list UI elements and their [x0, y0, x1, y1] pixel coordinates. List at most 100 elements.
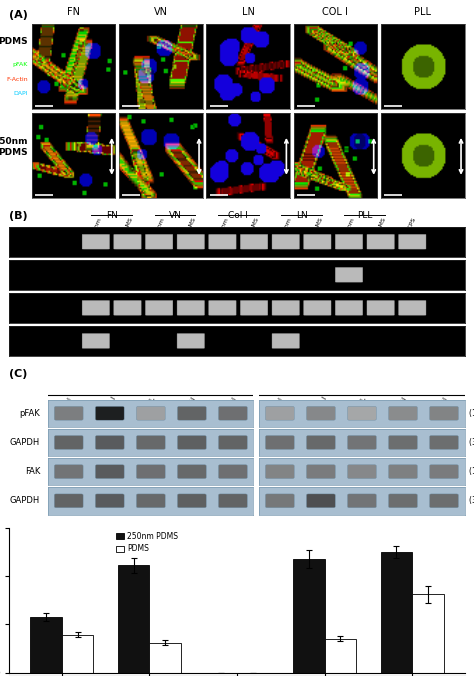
Text: LN: LN: [439, 395, 449, 406]
FancyBboxPatch shape: [307, 406, 335, 420]
Text: PDMS: PDMS: [311, 216, 323, 235]
FancyBboxPatch shape: [146, 235, 173, 249]
FancyBboxPatch shape: [347, 435, 376, 450]
FancyBboxPatch shape: [137, 435, 165, 450]
Text: MAP2: MAP2: [54, 270, 75, 279]
FancyBboxPatch shape: [146, 301, 173, 315]
FancyBboxPatch shape: [265, 465, 294, 479]
Text: FN: FN: [106, 211, 118, 220]
Text: PLL: PLL: [356, 395, 367, 409]
Text: VN: VN: [169, 211, 182, 220]
Bar: [62, 635, 93, 673]
Text: F-Actin: F-Actin: [6, 77, 28, 82]
FancyBboxPatch shape: [177, 435, 206, 450]
Text: 2 Days: 2 Days: [9, 261, 36, 270]
FancyBboxPatch shape: [114, 301, 141, 315]
FancyBboxPatch shape: [137, 406, 165, 420]
FancyBboxPatch shape: [399, 301, 426, 315]
FancyBboxPatch shape: [272, 301, 300, 315]
Bar: [118, 565, 149, 673]
FancyBboxPatch shape: [335, 235, 363, 249]
FancyBboxPatch shape: [347, 465, 376, 479]
Text: PLL: PLL: [145, 395, 156, 409]
FancyBboxPatch shape: [389, 435, 417, 450]
Text: VN: VN: [154, 7, 168, 18]
FancyBboxPatch shape: [82, 235, 109, 249]
FancyBboxPatch shape: [240, 301, 268, 315]
FancyBboxPatch shape: [177, 494, 206, 508]
Text: (B): (B): [9, 211, 28, 221]
FancyBboxPatch shape: [219, 435, 247, 450]
FancyBboxPatch shape: [335, 301, 363, 315]
Text: (125 kDa): (125 kDa): [469, 409, 474, 418]
FancyBboxPatch shape: [265, 406, 294, 420]
Text: FAK: FAK: [25, 467, 40, 476]
Text: PDMS: PDMS: [121, 216, 134, 235]
FancyBboxPatch shape: [95, 494, 124, 508]
FancyBboxPatch shape: [177, 465, 206, 479]
FancyBboxPatch shape: [347, 406, 376, 420]
Text: Col I: Col I: [228, 211, 248, 220]
Bar: [325, 639, 356, 673]
Bar: [293, 559, 325, 673]
FancyBboxPatch shape: [209, 301, 236, 315]
FancyBboxPatch shape: [177, 333, 204, 348]
Text: 250nm: 250nm: [279, 216, 292, 238]
Text: LN: LN: [228, 395, 238, 406]
Text: COL I: COL I: [314, 395, 328, 414]
FancyBboxPatch shape: [304, 235, 331, 249]
Text: TCPS: TCPS: [407, 216, 418, 232]
FancyBboxPatch shape: [347, 494, 376, 508]
FancyBboxPatch shape: [55, 465, 83, 479]
Text: VN: VN: [275, 395, 285, 407]
FancyBboxPatch shape: [272, 333, 300, 348]
FancyBboxPatch shape: [367, 235, 394, 249]
FancyBboxPatch shape: [137, 494, 165, 508]
FancyBboxPatch shape: [335, 268, 363, 282]
FancyBboxPatch shape: [209, 235, 236, 249]
FancyBboxPatch shape: [307, 435, 335, 450]
Text: LN: LN: [242, 7, 255, 18]
Text: 250nm: 250nm: [152, 216, 166, 238]
Legend: 250nm PDMS, PDMS: 250nm PDMS, PDMS: [113, 529, 181, 556]
FancyBboxPatch shape: [177, 235, 204, 249]
Text: 250nm: 250nm: [216, 216, 229, 238]
FancyBboxPatch shape: [389, 406, 417, 420]
FancyBboxPatch shape: [219, 406, 247, 420]
Text: GAPDH: GAPDH: [48, 237, 75, 246]
FancyBboxPatch shape: [307, 494, 335, 508]
FancyBboxPatch shape: [389, 465, 417, 479]
FancyBboxPatch shape: [389, 494, 417, 508]
FancyBboxPatch shape: [367, 301, 394, 315]
Text: PDMS: PDMS: [374, 216, 387, 235]
FancyBboxPatch shape: [177, 301, 204, 315]
Text: VN: VN: [64, 395, 74, 407]
FancyBboxPatch shape: [304, 301, 331, 315]
FancyBboxPatch shape: [240, 235, 268, 249]
FancyBboxPatch shape: [429, 435, 458, 450]
Text: (C): (C): [9, 368, 28, 379]
Text: COL I: COL I: [102, 395, 117, 414]
Text: MAP2: MAP2: [54, 337, 75, 345]
Text: GAPDH: GAPDH: [48, 304, 75, 312]
FancyBboxPatch shape: [272, 235, 300, 249]
Text: PDMS: PDMS: [0, 37, 28, 46]
FancyBboxPatch shape: [429, 465, 458, 479]
FancyBboxPatch shape: [82, 301, 109, 315]
FancyBboxPatch shape: [219, 465, 247, 479]
Bar: [30, 617, 62, 673]
FancyBboxPatch shape: [55, 494, 83, 508]
FancyBboxPatch shape: [307, 465, 335, 479]
Text: LN: LN: [296, 211, 308, 220]
FancyBboxPatch shape: [429, 406, 458, 420]
Text: DAPI: DAPI: [13, 91, 28, 97]
Bar: [149, 643, 181, 673]
FancyBboxPatch shape: [219, 494, 247, 508]
Text: PLL: PLL: [357, 211, 373, 220]
FancyBboxPatch shape: [399, 235, 426, 249]
Text: (37 kDa): (37 kDa): [469, 438, 474, 447]
Bar: [381, 552, 412, 673]
Text: COL I: COL I: [322, 7, 348, 18]
Text: FN: FN: [398, 395, 408, 406]
Text: GAPDH: GAPDH: [10, 496, 40, 505]
